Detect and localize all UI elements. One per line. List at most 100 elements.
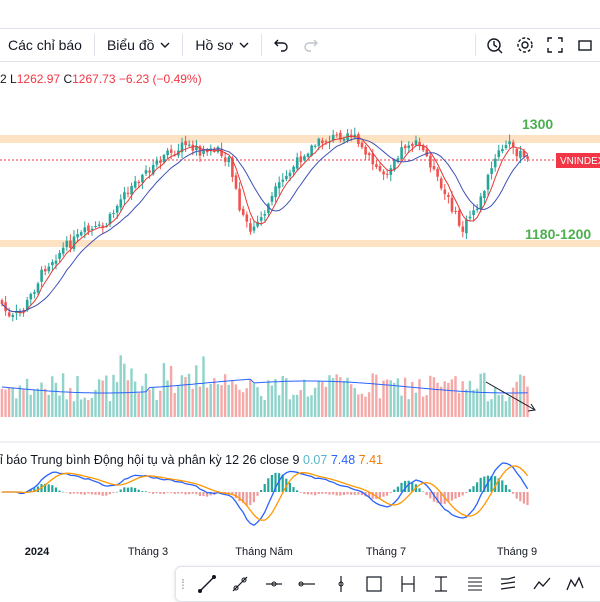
candle-body xyxy=(148,170,151,173)
tool-fib-retracement[interactable] xyxy=(458,567,492,601)
macd-histogram-bar xyxy=(465,492,468,494)
candle-body xyxy=(79,232,83,236)
profile-dropdown[interactable]: Hồ sơ xyxy=(187,29,257,61)
volume-bar xyxy=(472,389,475,417)
macd-histogram-bar xyxy=(306,492,309,495)
macd-histogram-bar xyxy=(371,492,374,499)
macd-histogram-bar xyxy=(134,487,137,492)
ma-slow-line xyxy=(1,137,528,313)
candle-body xyxy=(472,210,475,216)
volume-bar xyxy=(486,401,490,417)
macd-hist-value: 0.07 xyxy=(303,453,328,467)
undo-button[interactable] xyxy=(266,29,296,61)
volume-bar xyxy=(151,387,155,417)
fullscreen-button[interactable] xyxy=(540,29,570,61)
tool-horizontal-line[interactable] xyxy=(291,567,325,601)
macd-histogram-bar xyxy=(209,492,212,496)
macd-histogram-bar xyxy=(515,492,518,499)
macd-histogram-bar xyxy=(238,492,241,502)
volume-bar xyxy=(317,380,320,417)
undo-icon xyxy=(274,39,289,52)
macd-histogram-bar xyxy=(418,488,421,492)
volume-bar xyxy=(429,375,432,417)
drag-handle-icon[interactable]: ⁞ xyxy=(181,576,185,592)
tool-rectangle[interactable] xyxy=(358,567,392,601)
macd-histogram-bar xyxy=(432,492,435,502)
tool-vertical-line[interactable] xyxy=(324,567,358,601)
macd-histogram-bar xyxy=(501,480,504,492)
ohlc-legend: 2 L1262.97 C1267.73 −6.23 (−0.49%) xyxy=(0,72,202,86)
tool-trend-line[interactable] xyxy=(190,567,224,601)
alert-button[interactable] xyxy=(480,29,510,61)
macd-histogram-bar xyxy=(299,492,302,493)
tool-pattern[interactable] xyxy=(559,567,593,601)
tool-pitchfork[interactable] xyxy=(492,567,526,601)
volume-bar xyxy=(123,363,126,417)
macd-histogram-bar xyxy=(422,491,425,493)
candle-body xyxy=(393,160,396,171)
volume-bar xyxy=(4,389,7,417)
volume-bar xyxy=(522,375,526,417)
indicators-button[interactable]: Các chỉ báo xyxy=(0,29,90,61)
symbol-tag xyxy=(556,153,600,168)
volume-bar xyxy=(25,378,29,417)
macd-histogram-bar xyxy=(0,492,4,493)
candle-body xyxy=(4,302,7,312)
macd-histogram-bar xyxy=(126,487,129,492)
snapshot-button[interactable] xyxy=(570,29,600,61)
volume-bar xyxy=(357,394,360,417)
candle-body xyxy=(11,314,15,317)
pitchfork-icon xyxy=(501,576,516,590)
macd-histogram-bar xyxy=(353,492,356,495)
tool-path[interactable] xyxy=(525,567,559,601)
candle-body xyxy=(335,134,339,136)
candle-body xyxy=(454,211,457,213)
volume-bar xyxy=(112,374,115,417)
settings-button[interactable] xyxy=(510,29,540,61)
candle-body xyxy=(299,156,303,163)
redo-icon xyxy=(304,39,319,52)
volume-bar xyxy=(353,387,356,417)
horizontal-line-icon xyxy=(298,581,316,587)
tool-parallel-channel[interactable] xyxy=(391,567,425,601)
volume-bar xyxy=(432,377,436,417)
close-label: C xyxy=(63,72,73,86)
candle-body xyxy=(436,168,439,177)
volume-bar xyxy=(33,389,36,417)
candle-body xyxy=(375,164,378,168)
macd-histogram-bar xyxy=(281,474,284,492)
volume-bar xyxy=(195,365,198,417)
volume-bar xyxy=(270,385,274,417)
chart-type-dropdown[interactable]: Biểu đồ xyxy=(99,29,178,61)
macd-histogram-bar xyxy=(350,492,353,495)
time-axis[interactable]: 2024 Tháng 3 Tháng Năm Tháng 7 Tháng 9 xyxy=(0,540,600,564)
candle-body xyxy=(353,134,357,138)
candle-body xyxy=(522,151,526,157)
volume-bar xyxy=(403,377,407,417)
macd-histogram-bar xyxy=(267,478,270,492)
volume-bar xyxy=(303,379,306,417)
tool-horizontal-ray[interactable] xyxy=(257,567,291,601)
tool-ray[interactable] xyxy=(224,567,258,601)
tool-measure[interactable] xyxy=(425,567,459,601)
price-chart[interactable]: 1300 1180-1200 VNINDEX xyxy=(0,62,600,540)
macd-histogram-bar xyxy=(206,492,209,497)
candle-body xyxy=(245,214,249,222)
macd-histogram-bar xyxy=(472,486,475,492)
volume-bar xyxy=(461,381,464,417)
candle-body xyxy=(396,158,400,163)
volume-bar xyxy=(349,384,353,417)
candle-body xyxy=(285,175,288,180)
volume-bar xyxy=(191,388,194,417)
volume-bar xyxy=(72,401,76,417)
candle-body xyxy=(490,168,493,174)
candle-body xyxy=(475,208,479,211)
candle-body xyxy=(339,132,342,140)
candle-body xyxy=(493,158,497,168)
redo-button[interactable] xyxy=(296,29,326,61)
candle-body xyxy=(162,154,166,163)
macd-histogram-bar xyxy=(101,492,104,496)
axis-label-september: Tháng 9 xyxy=(496,546,538,558)
macd-histogram-bar xyxy=(44,483,47,492)
candle-body xyxy=(83,227,87,233)
